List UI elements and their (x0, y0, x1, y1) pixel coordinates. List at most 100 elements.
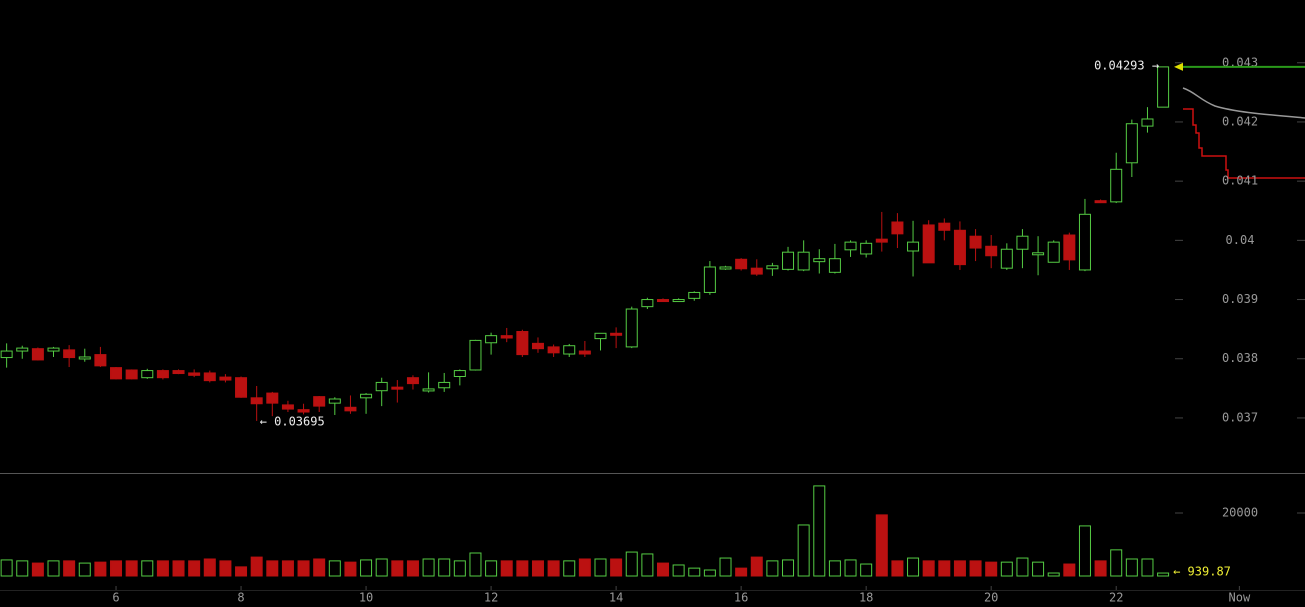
candle-body (188, 372, 201, 376)
candle-body (1157, 66, 1170, 108)
volume-bar (156, 560, 169, 577)
volume-bar (110, 560, 123, 577)
volume-bar (688, 567, 701, 577)
volume-bar (969, 560, 982, 577)
candle-body (750, 267, 763, 275)
annotation: ← 0.03695 (260, 414, 325, 428)
candle-body (922, 224, 935, 264)
volume-bar (766, 560, 779, 577)
candle-body (63, 349, 76, 359)
annotation: ← 939.87 (1173, 565, 1231, 579)
volume-bar (500, 560, 513, 577)
volume-bar (1016, 557, 1029, 577)
candle-body (516, 331, 529, 356)
volume-bar (782, 559, 795, 577)
volume-bar (1094, 560, 1107, 577)
x-tick-label: 6 (112, 591, 119, 605)
candle-body (391, 386, 404, 390)
candle-body (1047, 241, 1060, 263)
candle-body (610, 332, 623, 336)
volume-bar (141, 560, 154, 577)
volume-bar (328, 560, 341, 577)
candle-body (344, 406, 357, 412)
volume-bar (938, 560, 951, 577)
volume-bar (625, 551, 638, 577)
volume-bar (16, 560, 29, 577)
volume-bar (547, 560, 560, 577)
x-tick-label: 10 (359, 591, 373, 605)
volume-bar (438, 558, 451, 577)
volume-bar (125, 560, 138, 577)
volume-bar (360, 559, 373, 577)
candle-body (531, 342, 544, 350)
y-tick-label: 0.037 (1222, 410, 1258, 424)
volume-bar (953, 560, 966, 577)
candle-body (938, 222, 951, 231)
y-tick-label: 0.043 (1222, 55, 1258, 69)
candle-body (1125, 123, 1138, 164)
candle-body (625, 308, 638, 348)
candle-body (688, 291, 701, 299)
depth-step (1183, 108, 1305, 179)
candle-body (250, 397, 263, 405)
candle-body (953, 229, 966, 266)
volume-bar (641, 553, 654, 577)
candle-body (172, 370, 185, 375)
candle-body (485, 335, 498, 344)
candle-body (469, 339, 482, 371)
x-tick-label: 8 (237, 591, 244, 605)
candle-body (1000, 248, 1013, 269)
volume-bar (172, 560, 185, 577)
volume-bar (485, 560, 498, 577)
volume-bar (391, 560, 404, 577)
volume-bar (531, 560, 544, 577)
candle-body (94, 354, 107, 367)
volume-bar (266, 560, 279, 577)
candle-body (969, 235, 982, 249)
volume-bar (797, 524, 810, 577)
volume-bar (735, 567, 748, 577)
candle-body (1063, 234, 1076, 261)
candle-body (453, 370, 466, 378)
volume-bar (313, 558, 326, 577)
depth-curve (1182, 87, 1305, 119)
volume-bar (844, 559, 857, 577)
volume-bar (610, 558, 623, 577)
candle-body (313, 396, 326, 407)
volume-bar (657, 562, 670, 577)
candle-body (156, 370, 169, 379)
volume-bar (516, 560, 529, 577)
volume-bar (47, 560, 60, 577)
volume-bar (453, 560, 466, 577)
volume-bar (344, 561, 357, 577)
x-tick-label: 12 (484, 591, 498, 605)
candle-body (141, 370, 154, 379)
volume-bar (219, 560, 232, 577)
volume-bar (94, 561, 107, 577)
x-tick-label: 18 (859, 591, 873, 605)
volume-bar (406, 560, 419, 577)
candle-body (672, 299, 685, 303)
y-tick-label: 0.038 (1222, 351, 1258, 365)
y-tick-label: 20000 (1222, 505, 1258, 519)
candle-body (985, 245, 998, 257)
candle-body (797, 251, 810, 271)
volume-bar (1110, 549, 1123, 577)
volume-bar (1047, 572, 1060, 577)
candle-body (235, 377, 248, 398)
candle-body (78, 356, 91, 360)
volume-bar (828, 560, 841, 577)
y-tick-label: 0.039 (1222, 292, 1258, 306)
candle-body (813, 258, 826, 263)
candle-body (563, 345, 576, 355)
x-tick-label: 16 (734, 591, 748, 605)
volume-bar (563, 560, 576, 577)
volume-bar (203, 558, 216, 577)
candle-body (594, 332, 607, 340)
candle-body (328, 398, 341, 404)
candle-body (1141, 118, 1154, 127)
candle-body (203, 372, 216, 382)
candle-body (1016, 235, 1029, 250)
candle-body (641, 299, 654, 308)
